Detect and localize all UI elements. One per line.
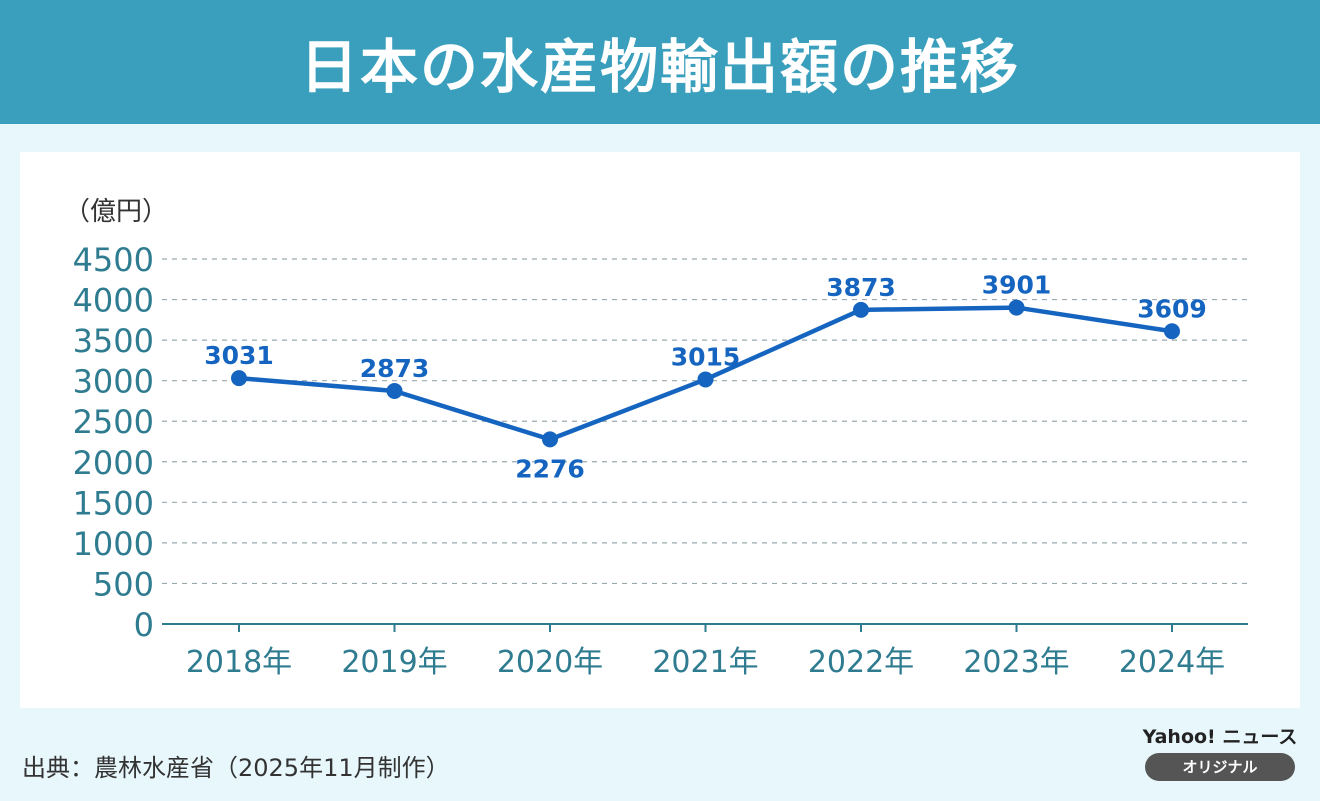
x-tick-label: 2024年 [1119,645,1225,680]
x-tick-label: 2018年 [186,645,292,680]
data-label: 3015 [671,342,741,371]
chart-header: 日本の水産物輸出額の推移 [0,0,1320,124]
x-tick-label: 2021年 [652,645,758,680]
y-tick-label: 3500 [73,322,154,360]
y-tick-label: 4500 [73,241,154,279]
y-tick-label: 3000 [73,363,154,401]
chart-title: 日本の水産物輸出額の推移 [299,33,1020,101]
data-label: 3031 [204,341,274,370]
brand-logo: Yahoo! ニュース オリジナル [1140,726,1300,781]
x-tick-label: 2023年 [963,645,1069,680]
data-point [1164,323,1180,340]
data-label: 3901 [982,271,1052,300]
x-tick-label: 2019年 [341,645,447,680]
data-label: 2873 [360,354,430,383]
data-label: 2276 [515,454,585,483]
data-label: 3609 [1137,294,1207,323]
x-tick-label: 2022年 [808,645,914,680]
chart-panel: （億円） 0 500 1000 1500 2000 2500 3000 3500 4000 4500… [20,152,1300,708]
line-chart: （億円） 050010001500200025003000350040004500… [64,197,1248,680]
data-point [853,301,869,318]
y-tick-label: 2000 [73,444,154,482]
brand-badge: オリジナル [1145,753,1295,781]
y-axis-unit-label: （億円） [64,197,168,227]
y-tick-label: 1000 [73,525,154,563]
data-point [697,371,714,388]
brand-name: Yahoo! ニュース [1142,726,1298,748]
data-point [231,370,247,387]
y-tick-label: 500 [93,565,154,603]
y-tick-label: 4000 [73,282,154,320]
data-point [1008,299,1025,316]
y-tick-label: 0 [134,606,154,644]
data-label: 3873 [826,273,896,302]
source-note: 出典：農林水産省（2025年11月制作） [22,754,450,782]
y-tick-label: 2500 [73,403,154,441]
x-tick-label: 2020年 [497,645,603,680]
data-point [386,382,403,399]
data-point [542,431,558,448]
y-tick-label: 1500 [73,484,154,522]
